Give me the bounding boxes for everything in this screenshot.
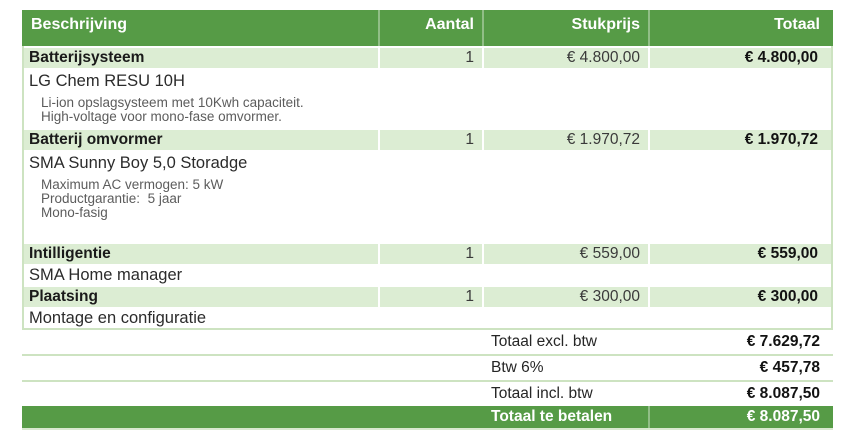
column-header-unit-price: Stukprijs [484,10,650,46]
column-header-total: Totaal [774,16,820,33]
item-header-row: Batterijsysteem 1 € 4.800,00 € 4.800,00 [24,46,831,68]
item-description-block: LG Chem RESU 10H Li-ion opslagsysteem me… [24,68,831,128]
totals-row-btw: Btw 6% € 457,78 [22,354,833,380]
column-header-description: Beschrijving [22,10,380,46]
item-description-block: Montage en configuratie [24,307,831,328]
item-unit-price: € 300,00 [484,287,650,307]
column-header-quantity: Aantal [380,10,484,46]
item-title: Batterij omvormer [24,130,380,150]
totals-label: Btw 6% [491,359,544,376]
item-detail-list: Li-ion opslagsysteem met 10Kwh capacitei… [41,96,823,124]
totals-value: € 457,78 [759,359,820,376]
line-item: Intilligentie 1 € 559,00 € 559,00 SMA Ho… [24,242,831,285]
table-header-row: Beschrijving Aantal Stukprijs Totaal [22,10,833,46]
item-detail: Li-ion opslagsysteem met 10Kwh capacitei… [41,95,304,110]
item-detail: Productgarantie: 5 jaar [41,191,182,206]
item-total: € 559,00 [757,245,818,262]
totals-section: Totaal excl. btw € 7.629,72 Btw 6% € 457… [22,330,833,430]
grand-total-value: € 8.087,50 [746,408,820,425]
line-item: Batterij omvormer 1 € 1.970,72 € 1.970,7… [24,128,831,242]
item-header-row: Plaatsing 1 € 300,00 € 300,00 [24,285,831,307]
invoice-table: Beschrijving Aantal Stukprijs Totaal Bat… [22,10,833,430]
item-total: € 300,00 [757,288,818,305]
totals-value: € 7.629,72 [746,333,820,350]
item-quantity: 1 [380,130,484,150]
item-product-name: SMA Sunny Boy 5,0 Storadge [29,154,248,172]
item-detail: Maximum AC vermogen: 5 kW [41,177,224,192]
item-detail-list: Maximum AC vermogen: 5 kW Productgaranti… [41,178,823,220]
item-unit-price: € 4.800,00 [484,48,650,68]
item-title: Batterijsysteem [24,48,380,68]
item-product-name: Montage en configuratie [29,309,207,327]
line-item: Batterijsysteem 1 € 4.800,00 € 4.800,00 … [24,46,831,128]
item-quantity: 1 [380,287,484,307]
table-body: Batterijsysteem 1 € 4.800,00 € 4.800,00 … [22,46,833,330]
item-header-row: Intilligentie 1 € 559,00 € 559,00 [24,242,831,264]
item-title: Plaatsing [24,287,380,307]
item-quantity: 1 [380,244,484,264]
item-unit-price: € 559,00 [484,244,650,264]
item-unit-price: € 1.970,72 [484,130,650,150]
item-title: Intilligentie [24,244,380,264]
item-total: € 1.970,72 [744,131,818,148]
grand-total-label: Totaal te betalen [484,406,650,428]
item-detail: Mono-fasig [41,205,108,220]
item-quantity: 1 [380,48,484,68]
item-description-block: SMA Sunny Boy 5,0 Storadge Maximum AC ve… [24,150,831,242]
totals-label: Totaal incl. btw [491,385,593,402]
totals-value: € 8.087,50 [746,385,820,402]
item-detail: High-voltage voor mono-fase omvormer. [41,109,282,124]
item-product-name: LG Chem RESU 10H [29,72,185,90]
item-total: € 4.800,00 [744,49,818,66]
line-item: Plaatsing 1 € 300,00 € 300,00 Montage en… [24,285,831,328]
totals-label: Totaal excl. btw [491,333,597,350]
item-product-name: SMA Home manager [29,266,183,284]
totals-row-excl-btw: Totaal excl. btw € 7.629,72 [22,330,833,354]
item-description-block: SMA Home manager [24,264,831,285]
totals-row-incl-btw: Totaal incl. btw € 8.087,50 [22,380,833,406]
item-header-row: Batterij omvormer 1 € 1.970,72 € 1.970,7… [24,128,831,150]
totals-row-grand-total: Totaal te betalen € 8.087,50 [22,406,833,430]
